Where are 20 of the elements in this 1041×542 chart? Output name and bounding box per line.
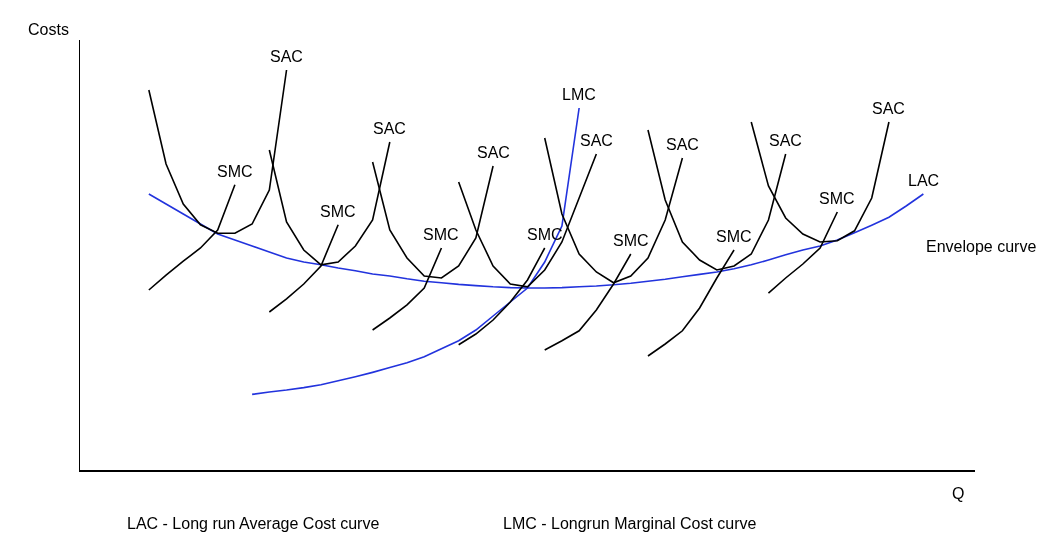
y-axis-title: Costs — [28, 21, 69, 38]
series-label: SMC — [613, 232, 649, 249]
series-label: SMC — [423, 226, 459, 243]
text: LMC - Longrun Marginal Cost curve — [503, 515, 757, 532]
text: LAC - Long run Average Cost curve — [127, 515, 380, 532]
series-label: SAC — [769, 132, 802, 149]
series-label: SAC — [373, 120, 406, 137]
series-label: SMC — [217, 163, 253, 180]
series-label: SAC — [666, 136, 699, 153]
annotation: Envelope curve — [926, 238, 1037, 255]
series-label: SAC — [477, 144, 510, 161]
series-label: SMC — [320, 203, 356, 220]
series-label: SAC — [872, 100, 905, 117]
series-label: SMC — [716, 228, 752, 245]
x-axis-title: Q — [952, 485, 965, 502]
series-label: SAC — [270, 48, 303, 65]
series-label: LMC — [562, 86, 596, 103]
series-label: SAC — [580, 132, 613, 149]
series-label: LAC — [908, 172, 940, 189]
series-label: SMC — [819, 190, 855, 207]
